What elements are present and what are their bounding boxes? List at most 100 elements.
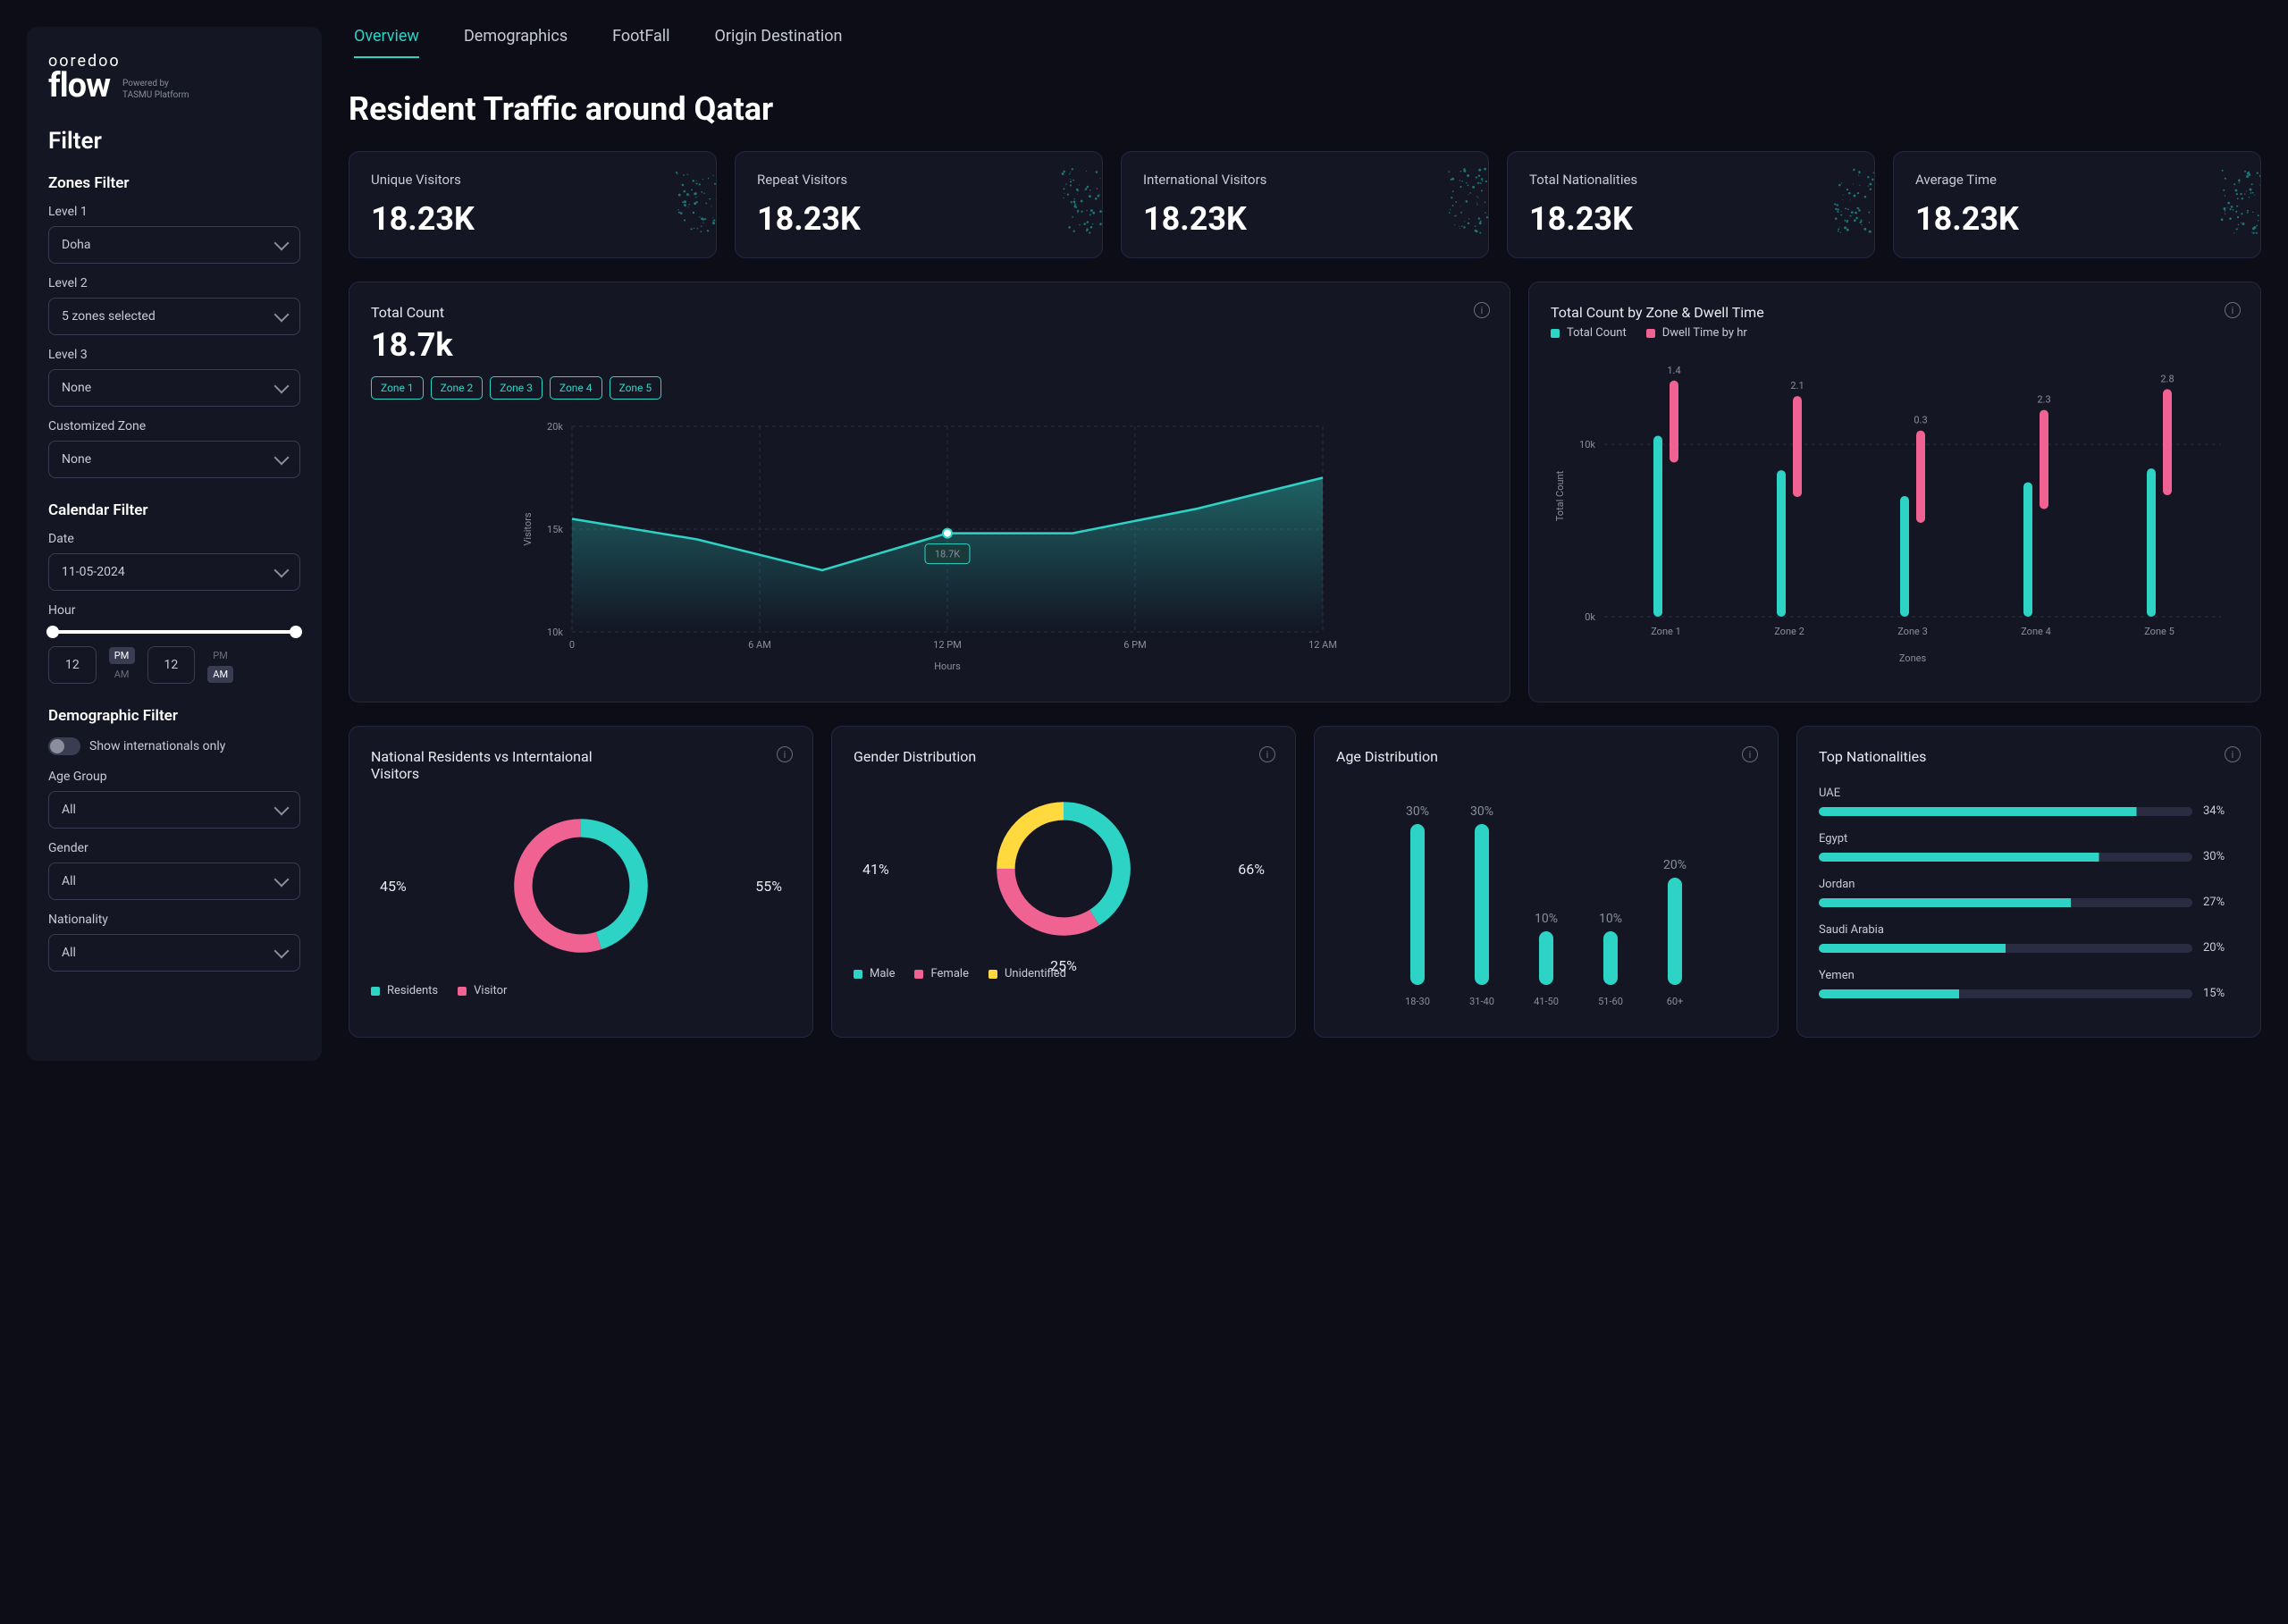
hour-label: Hour <box>48 603 300 618</box>
ampm-to[interactable]: PMAM <box>207 647 233 683</box>
kpi-decoration <box>2189 161 2261 241</box>
age-group-select[interactable]: All <box>48 791 300 829</box>
chevron-down-icon <box>274 563 290 578</box>
svg-text:15k: 15k <box>547 524 563 535</box>
nationality-bar-track <box>1819 807 2192 816</box>
svg-text:60+: 60+ <box>1667 996 1684 1007</box>
svg-text:1.4: 1.4 <box>1667 365 1680 376</box>
gender-value: All <box>62 874 76 888</box>
nationality-bar: Egypt 30% <box>1819 832 2239 863</box>
info-icon[interactable]: i <box>2225 302 2241 318</box>
residents-visitors-donut <box>505 810 657 962</box>
intl-toggle[interactable] <box>48 737 80 755</box>
svg-text:12 AM: 12 AM <box>1308 639 1337 651</box>
chevron-down-icon <box>274 944 290 959</box>
svg-text:18.7K: 18.7K <box>935 549 960 560</box>
svg-text:Zone 3: Zone 3 <box>1897 626 1928 637</box>
zone-chip[interactable]: Zone 1 <box>371 376 424 400</box>
gender-select[interactable]: All <box>48 862 300 900</box>
info-icon[interactable]: i <box>1742 746 1758 762</box>
tab-demographics[interactable]: Demographics <box>464 27 568 58</box>
zone-dwell-chart: 0k10k1.4Zone 12.1Zone 20.3Zone 32.3Zone … <box>1551 349 2239 670</box>
nationality-bar-track <box>1819 853 2192 862</box>
date-select[interactable]: 11-05-2024 <box>48 553 300 591</box>
zones-filter-title: Zones Filter <box>48 174 300 192</box>
hour-from-input[interactable]: 12 <box>48 646 97 684</box>
slider-handle-right[interactable] <box>290 626 302 638</box>
level3-label: Level 3 <box>48 348 300 362</box>
level1-select[interactable]: Doha <box>48 226 300 264</box>
zone-chip[interactable]: Zone 5 <box>610 376 662 400</box>
top-nat-title: Top Nationalities <box>1819 748 2239 765</box>
nationality-pct: 15% <box>2203 987 2239 1000</box>
tab-overview[interactable]: Overview <box>354 27 419 58</box>
zone-chip[interactable]: Zone 3 <box>490 376 543 400</box>
residents-visitors-card: i National Residents vs Interntaional Vi… <box>349 726 813 1038</box>
level3-value: None <box>62 381 91 395</box>
svg-text:2.8: 2.8 <box>2160 373 2174 384</box>
kpi-card: Unique Visitors 18.23K <box>349 151 717 258</box>
zone-chip[interactable]: Zone 4 <box>550 376 602 400</box>
demographic-filter-title: Demographic Filter <box>48 707 300 725</box>
total-count-card: i Total Count 18.7k Zone 1Zone 2Zone 3Zo… <box>349 282 1510 703</box>
level2-select[interactable]: 5 zones selected <box>48 298 300 335</box>
nationality-value: All <box>62 946 76 960</box>
hour-to-input[interactable]: 12 <box>147 646 196 684</box>
kpi-decoration <box>644 161 717 241</box>
tab-origin-destination[interactable]: Origin Destination <box>715 27 843 58</box>
level1-value: Doha <box>62 238 91 252</box>
svg-text:10%: 10% <box>1535 912 1558 926</box>
info-icon[interactable]: i <box>777 746 793 762</box>
kpi-decoration <box>1030 161 1103 241</box>
sidebar: ooredoo flow Powered byTASMU Platform Fi… <box>27 27 322 1061</box>
age-title: Age Distribution <box>1336 748 1756 765</box>
nationality-select[interactable]: All <box>48 934 300 972</box>
svg-text:Total Count: Total Count <box>1554 470 1566 521</box>
ampm-from[interactable]: PMAM <box>109 647 135 683</box>
svg-text:10k: 10k <box>1579 439 1595 450</box>
svg-text:0.3: 0.3 <box>1914 415 1927 426</box>
female-pct: 66% <box>1238 861 1265 878</box>
info-icon[interactable]: i <box>2225 746 2241 762</box>
chevron-down-icon <box>274 236 290 251</box>
svg-text:30%: 30% <box>1406 804 1429 819</box>
gender-title: Gender Distribution <box>854 748 1274 765</box>
custom-zone-select[interactable]: None <box>48 441 300 478</box>
svg-text:18-30: 18-30 <box>1405 996 1430 1007</box>
main-content: Overview Demographics FootFall Origin De… <box>349 27 2261 1061</box>
total-count-title: Total Count <box>371 304 1488 321</box>
total-count-chart: 10k15k20k18.7K06 AM12 PM6 PM12 AMHoursVi… <box>371 417 1488 677</box>
svg-text:Zone 5: Zone 5 <box>2144 626 2174 637</box>
total-count-value: 18.7k <box>371 326 1488 364</box>
svg-text:Hours: Hours <box>934 661 961 672</box>
info-icon[interactable]: i <box>1474 302 1490 318</box>
chevron-down-icon <box>274 379 290 394</box>
age-group-value: All <box>62 803 76 817</box>
svg-text:10%: 10% <box>1599 912 1622 926</box>
nationality-name: UAE <box>1819 787 1840 800</box>
svg-text:Zone 1: Zone 1 <box>1651 626 1681 637</box>
zone-chips: Zone 1 Zone 2Zone 3 Zone 4 Zone 5 <box>371 376 1488 400</box>
slider-handle-left[interactable] <box>46 626 59 638</box>
gender-card: i Gender Distribution 41% 66% 25% MaleFe… <box>831 726 1296 1038</box>
nationality-pct: 30% <box>2203 850 2239 863</box>
residents-pct: 45% <box>380 878 407 895</box>
tab-footfall[interactable]: FootFall <box>612 27 669 58</box>
level1-label: Level 1 <box>48 205 300 219</box>
svg-text:30%: 30% <box>1470 804 1493 819</box>
chevron-down-icon <box>274 872 290 888</box>
kpi-card: Repeat Visitors 18.23K <box>735 151 1103 258</box>
svg-text:2.1: 2.1 <box>1790 380 1804 391</box>
level3-select[interactable]: None <box>48 369 300 407</box>
zone-dwell-title: Total Count by Zone & Dwell Time <box>1551 304 2239 321</box>
top-nat-bars: UAE 34% Egypt 30% Jordan 27% Saudi Arabi… <box>1819 787 2239 1000</box>
svg-text:20k: 20k <box>547 421 563 433</box>
svg-text:41-50: 41-50 <box>1534 996 1559 1007</box>
visitors-pct: 55% <box>755 878 782 895</box>
level2-value: 5 zones selected <box>62 309 156 324</box>
info-icon[interactable]: i <box>1259 746 1275 762</box>
zone-chip[interactable]: Zone 2 <box>431 376 484 400</box>
hour-slider[interactable] <box>48 630 300 634</box>
nationality-bar-track <box>1819 898 2192 907</box>
residents-visitors-title: National Residents vs Interntaional Visi… <box>371 748 639 782</box>
